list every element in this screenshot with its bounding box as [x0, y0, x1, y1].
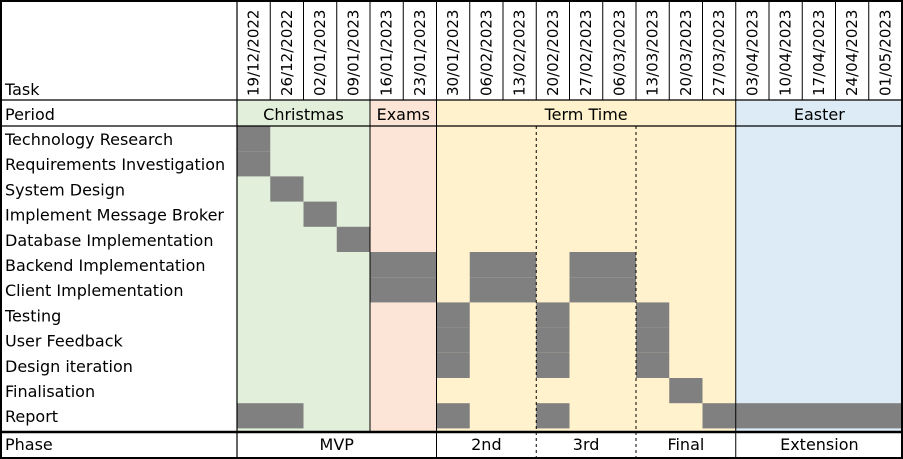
date-label: 24/04/2023 [843, 10, 861, 96]
date-label: 26/12/2022 [278, 10, 296, 96]
task-bar [669, 378, 703, 404]
date-label: 02/01/2023 [311, 10, 329, 96]
chart-labels: Task Period Phase 19/12/2022 26/12/2022 02… [4, 10, 894, 454]
date-label: 17/04/2023 [810, 10, 828, 96]
task-bar [336, 226, 370, 252]
task-bar [237, 403, 304, 429]
task-name: Technology Research [4, 130, 173, 149]
date-label: 06/03/2023 [610, 10, 628, 96]
date-label: 13/02/2023 [511, 10, 529, 96]
task-header-label: Task [4, 80, 40, 99]
task-name: Finalisation [5, 382, 95, 401]
period-label: Christmas [263, 105, 344, 124]
date-label: 01/05/2023 [876, 10, 894, 96]
task-name: Report [5, 407, 58, 426]
task-name: Design iteration [5, 357, 133, 376]
task-bar [536, 352, 570, 378]
date-label: 06/02/2023 [477, 10, 495, 96]
phase-header-label: Phase [5, 435, 53, 454]
task-bar [702, 403, 903, 429]
task-bar [237, 126, 271, 152]
task-bar [436, 352, 470, 378]
task-name: Implement Message Broker [5, 206, 224, 225]
task-bar [436, 327, 470, 353]
task-name: Backend Implementation [5, 256, 206, 275]
task-bar [569, 277, 636, 303]
date-label: 10/04/2023 [777, 10, 795, 96]
date-label: 23/01/2023 [411, 10, 429, 96]
task-name: System Design [5, 180, 125, 199]
date-label: 03/04/2023 [743, 10, 761, 96]
task-bar [536, 302, 570, 328]
task-bar [469, 277, 537, 303]
period-label: Easter [794, 105, 845, 124]
task-name: Database Implementation [5, 231, 213, 250]
period-label: Exams [377, 105, 430, 124]
task-bar [469, 252, 537, 278]
task-bar [636, 327, 670, 353]
phase-label: Final [667, 435, 704, 454]
task-bar [436, 302, 470, 328]
task-name: Client Implementation [5, 281, 183, 300]
date-label: 19/12/2022 [245, 10, 263, 96]
task-name: Requirements Investigation [5, 155, 225, 174]
task-bar [536, 327, 570, 353]
date-label: 27/03/2023 [710, 10, 728, 96]
task-bar [569, 252, 636, 278]
task-bar [270, 176, 304, 202]
date-label: 09/01/2023 [344, 10, 362, 96]
task-bar [370, 252, 437, 278]
phase-label: MVP [320, 435, 355, 454]
task-bar [636, 352, 670, 378]
task-bar [237, 151, 271, 177]
task-bar [303, 201, 337, 227]
phase-label: 2nd [471, 435, 501, 454]
task-bar [436, 403, 470, 429]
task-name: Testing [4, 306, 61, 325]
task-bar [370, 277, 437, 303]
period-header-label: Period [5, 105, 55, 124]
task-name: User Feedback [5, 332, 123, 351]
period-background-3 [735, 100, 903, 432]
phase-label: 3rd [573, 435, 600, 454]
date-label: 30/01/2023 [444, 10, 462, 96]
period-label: Term Time [544, 105, 628, 124]
task-bar [636, 302, 670, 328]
phase-label: Extension [780, 435, 859, 454]
date-label: 13/03/2023 [644, 10, 662, 96]
date-label: 20/03/2023 [677, 10, 695, 96]
task-bar [536, 403, 570, 429]
date-label: 20/02/2023 [544, 10, 562, 96]
date-label: 27/02/2023 [577, 10, 595, 96]
date-label: 16/01/2023 [378, 10, 396, 96]
